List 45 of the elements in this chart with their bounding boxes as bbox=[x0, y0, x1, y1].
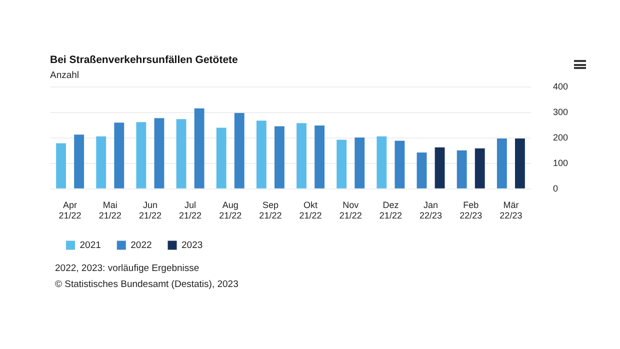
bar bbox=[296, 123, 306, 188]
x-tick-label: Okt 21/22 bbox=[299, 200, 322, 221]
x-tick-label: Aug 21/22 bbox=[219, 200, 242, 221]
y-tick-label: 100 bbox=[552, 158, 568, 168]
bar bbox=[216, 128, 226, 188]
legend-label: 2022 bbox=[130, 240, 152, 251]
bar bbox=[154, 118, 164, 188]
bar bbox=[434, 147, 445, 188]
legend-label: 2021 bbox=[80, 240, 101, 251]
text: © Statistisches Bundesamt (Destatis), 2023 bbox=[55, 279, 238, 290]
x-tick-label: Sep 21/22 bbox=[259, 200, 282, 221]
bar bbox=[176, 119, 186, 188]
bar bbox=[194, 108, 204, 188]
text: 2022, 2023: vorläufige Ergebnisse bbox=[55, 263, 200, 274]
y-tick-label: 0 bbox=[552, 183, 558, 194]
x-tick-label: Dez 21/22 bbox=[379, 200, 402, 221]
chart-title: Bei Straßenverkehrsunfällen Getötete bbox=[50, 54, 238, 66]
x-tick-label: Jan 22/23 bbox=[420, 200, 442, 221]
bar bbox=[336, 140, 347, 188]
x-tick-label: Jun 21/22 bbox=[138, 200, 162, 221]
legend-label: 2023 bbox=[182, 240, 203, 251]
bar bbox=[394, 140, 405, 188]
x-tick-label: Feb 22/23 bbox=[460, 200, 482, 221]
bar bbox=[376, 136, 387, 188]
bar bbox=[354, 137, 365, 188]
y-tick-label: 400 bbox=[552, 81, 568, 92]
y-tick-label: 300 bbox=[552, 106, 568, 117]
bar bbox=[474, 148, 485, 188]
y-tick-label: 200 bbox=[552, 132, 568, 142]
chart-subtitle: Anzahl bbox=[50, 70, 80, 81]
x-tick-label: Mär 22/23 bbox=[500, 200, 522, 221]
bar bbox=[234, 112, 244, 188]
x-tick-label: Mai 21/22 bbox=[98, 200, 122, 221]
x-tick-label: Apr 21/22 bbox=[58, 200, 82, 221]
bar bbox=[256, 120, 266, 188]
bar bbox=[136, 122, 146, 188]
bar bbox=[114, 122, 124, 188]
bar bbox=[56, 143, 66, 188]
bar bbox=[74, 134, 84, 188]
bar bbox=[274, 126, 284, 188]
x-tick-label: Nov 21/22 bbox=[339, 200, 362, 221]
bar bbox=[314, 125, 325, 188]
bar bbox=[96, 136, 106, 188]
x-tick-label: Jul 21/22 bbox=[179, 200, 202, 221]
bar bbox=[515, 138, 525, 188]
